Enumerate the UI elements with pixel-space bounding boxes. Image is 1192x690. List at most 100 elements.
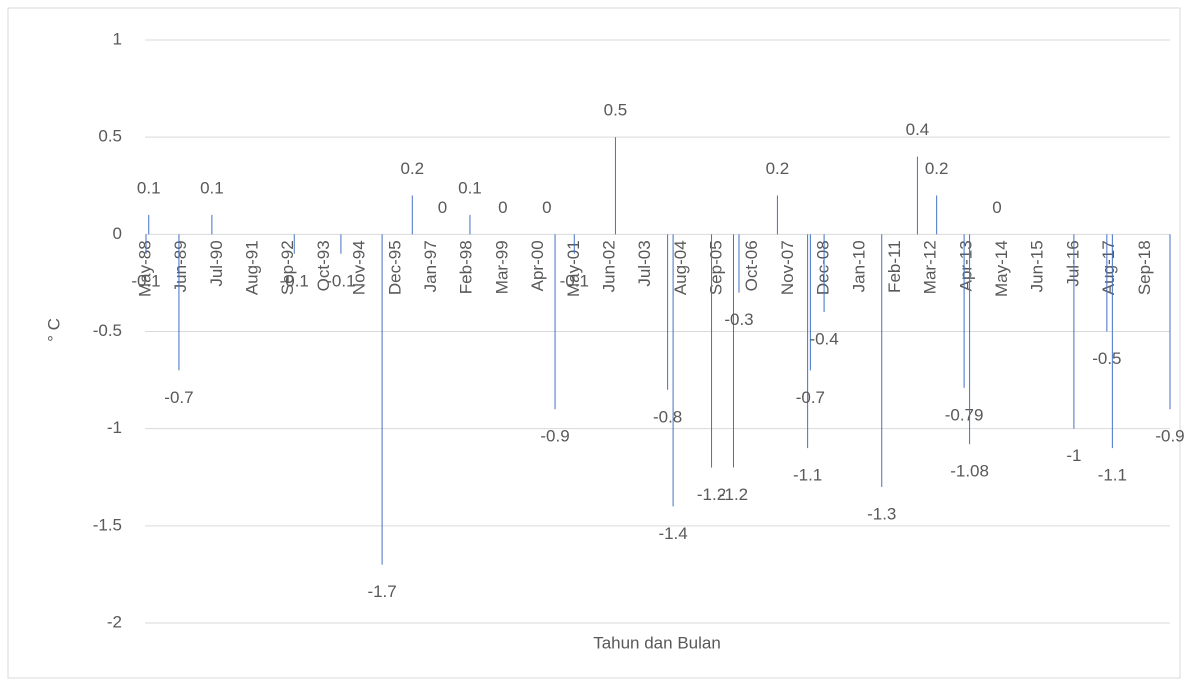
x-tick-label: Jan-10 bbox=[849, 240, 868, 292]
data-label: 0.1 bbox=[200, 178, 224, 197]
y-tick-label: -0.5 bbox=[93, 321, 122, 340]
bar bbox=[936, 195, 938, 235]
data-label: -0.7 bbox=[796, 388, 825, 407]
data-label: 0.2 bbox=[766, 159, 790, 178]
bar bbox=[178, 234, 180, 371]
data-label: 0.2 bbox=[925, 159, 949, 178]
data-label: -1.1 bbox=[793, 466, 822, 485]
x-tick-label: Dec-08 bbox=[814, 240, 833, 295]
bar bbox=[963, 234, 965, 388]
x-tick-label: Jul-03 bbox=[635, 240, 654, 286]
data-label: -0.4 bbox=[809, 330, 838, 349]
bar bbox=[711, 234, 713, 468]
data-label: -0.3 bbox=[724, 310, 753, 329]
x-tick-label: Mar-99 bbox=[492, 240, 511, 294]
x-tick-label: Feb-98 bbox=[457, 240, 476, 294]
chart-frame bbox=[7, 7, 1181, 679]
data-label: -1.3 bbox=[867, 504, 896, 523]
data-label: 0.2 bbox=[400, 159, 424, 178]
y-tick-label: 0 bbox=[113, 224, 122, 243]
y-tick-label: -1.5 bbox=[93, 515, 122, 534]
data-label: 0 bbox=[498, 198, 507, 217]
x-tick-label: Aug-04 bbox=[671, 240, 690, 295]
bar bbox=[776, 195, 778, 235]
x-tick-label: Jan-97 bbox=[421, 240, 440, 292]
bar bbox=[809, 234, 811, 371]
data-label: -1.08 bbox=[950, 462, 989, 481]
y-axis-title: ° C bbox=[44, 318, 63, 342]
data-label: -0.5 bbox=[1092, 349, 1121, 368]
bar bbox=[211, 214, 213, 235]
bar bbox=[738, 234, 740, 293]
bar bbox=[293, 234, 295, 254]
bar bbox=[807, 234, 809, 449]
data-label: -1.1 bbox=[1098, 466, 1127, 485]
data-label: -0.8 bbox=[653, 407, 682, 426]
data-label: -1.4 bbox=[658, 524, 687, 543]
y-tick-label: -1 bbox=[107, 418, 122, 437]
x-tick-label: Dec-95 bbox=[385, 240, 404, 295]
bar bbox=[1106, 234, 1108, 332]
y-tick-label: 1 bbox=[113, 29, 122, 48]
bar bbox=[1169, 234, 1171, 410]
x-tick-label: Oct-93 bbox=[314, 240, 333, 291]
bar bbox=[573, 234, 575, 254]
data-label: -1.2 bbox=[719, 485, 748, 504]
x-tick-label: May-01 bbox=[564, 240, 583, 297]
data-label: -0.7 bbox=[164, 388, 193, 407]
data-label: -1.2 bbox=[697, 485, 726, 504]
x-axis-title: Tahun dan Bulan bbox=[593, 633, 721, 652]
bar bbox=[145, 234, 147, 254]
data-label: -1.7 bbox=[367, 582, 396, 601]
x-tick-label: Aug-91 bbox=[243, 240, 262, 295]
x-tick-label: May-88 bbox=[135, 240, 154, 297]
bar bbox=[672, 234, 674, 507]
data-label: 0 bbox=[992, 198, 1001, 217]
data-label: -0.1 bbox=[326, 271, 355, 290]
bar bbox=[469, 214, 471, 235]
x-tick-label: Nov-94 bbox=[350, 240, 369, 295]
data-label: -0.1 bbox=[560, 271, 589, 290]
data-label: 0.1 bbox=[458, 178, 482, 197]
bar bbox=[340, 234, 342, 254]
x-tick-label: Nov-07 bbox=[778, 240, 797, 295]
x-tick-label: Sep-92 bbox=[278, 240, 297, 295]
bar bbox=[823, 234, 825, 313]
bar bbox=[916, 156, 918, 235]
x-tick-label: Jul-90 bbox=[207, 240, 226, 286]
x-tick-label: May-14 bbox=[992, 240, 1011, 297]
x-tick-label: Mar-12 bbox=[921, 240, 940, 294]
data-label: -0.79 bbox=[945, 405, 984, 424]
x-tick-label: Sep-18 bbox=[1135, 240, 1154, 295]
data-label: 0.5 bbox=[604, 101, 628, 120]
data-label: -1 bbox=[1066, 446, 1081, 465]
data-label: -0.1 bbox=[280, 271, 309, 290]
data-label: 0 bbox=[542, 198, 551, 217]
x-tick-label: Feb-11 bbox=[885, 240, 904, 293]
x-tick-label: Jun-89 bbox=[171, 240, 190, 292]
y-tick-label: -2 bbox=[107, 612, 122, 631]
bar bbox=[614, 137, 616, 235]
x-tick-label: Aug-17 bbox=[1099, 240, 1118, 295]
bar bbox=[554, 234, 556, 410]
bar bbox=[1073, 234, 1075, 429]
x-tick-label: Jun-02 bbox=[599, 240, 618, 292]
data-label: 0.1 bbox=[137, 178, 161, 197]
data-label: -0.9 bbox=[540, 427, 569, 446]
data-label: -0.9 bbox=[1155, 427, 1184, 446]
bar bbox=[732, 234, 734, 468]
x-tick-label: Jun-15 bbox=[1028, 240, 1047, 292]
bar bbox=[881, 234, 883, 487]
data-label: 0.4 bbox=[906, 120, 930, 139]
bar bbox=[969, 234, 971, 445]
bar bbox=[1111, 234, 1113, 449]
x-tick-label: Sep-05 bbox=[707, 240, 726, 295]
y-tick-label: 0.5 bbox=[98, 127, 122, 146]
x-tick-label: Apr-00 bbox=[528, 240, 547, 291]
bar bbox=[381, 234, 383, 565]
data-label: 0 bbox=[438, 198, 447, 217]
data-label: -0.1 bbox=[131, 271, 160, 290]
bar bbox=[667, 234, 669, 390]
